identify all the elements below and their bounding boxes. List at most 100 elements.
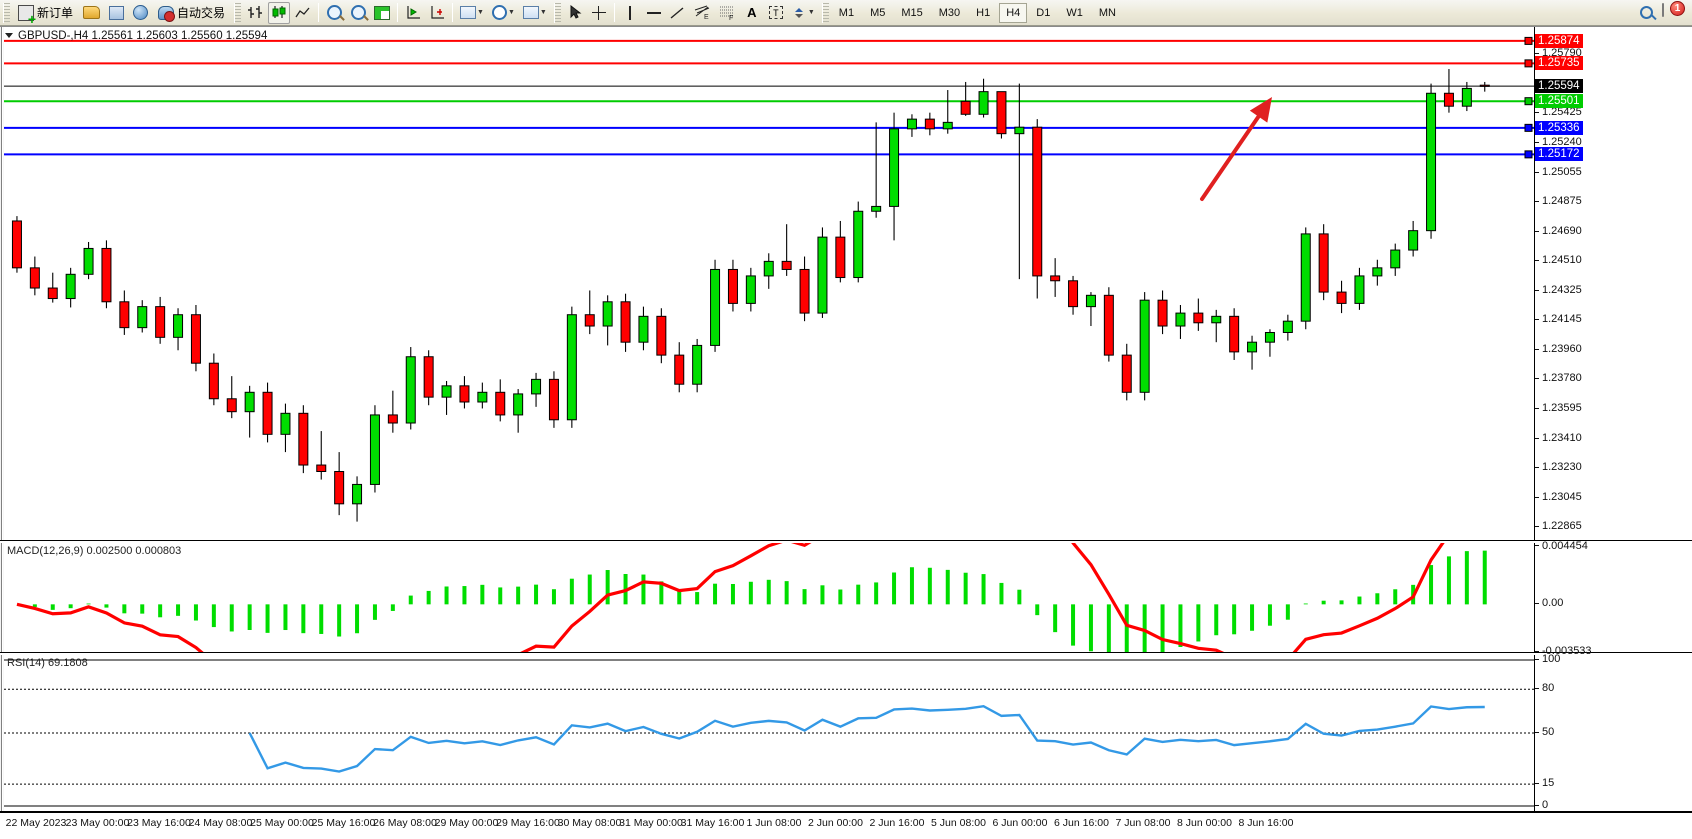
search-button[interactable]	[1635, 2, 1657, 24]
price-tick: 1.24325	[1535, 284, 1582, 296]
price-pane[interactable]: GBPUSD-,H4 1.25561 1.25603 1.25560 1.255…	[0, 27, 1692, 541]
line-chart-icon	[295, 5, 311, 20]
templates-button[interactable]: ▼	[520, 2, 550, 24]
price-tick: 1.23780	[1535, 372, 1582, 384]
shift-end-icon	[405, 5, 421, 20]
arrows-icon	[792, 6, 807, 20]
price-tag-line-blue[interactable]: 1.25336	[1535, 120, 1583, 135]
shift-start-button[interactable]	[426, 2, 448, 24]
toolbar-grip-2[interactable]	[234, 2, 242, 23]
price-tag-line-blue[interactable]: 1.25172	[1535, 147, 1583, 162]
time-axis-label: 31 May 00:00	[619, 817, 683, 829]
indicators-icon	[460, 6, 477, 19]
time-axis[interactable]: 22 May 2023 23 May 00:00 23 May 16:00 24 Ma…	[0, 812, 1692, 839]
indicators-button[interactable]: ▼	[457, 2, 487, 24]
price-plot-area[interactable]	[4, 27, 1534, 540]
timeframe-m15[interactable]: M15	[901, 6, 923, 19]
time-axis-label: 30 May 08:00	[557, 817, 622, 829]
candlestick-chart-button[interactable]	[268, 1, 291, 24]
price-tag-line-green[interactable]: 1.25501	[1535, 94, 1583, 109]
chevron-down-icon[interactable]: ▼	[477, 9, 484, 16]
trendline-button[interactable]	[667, 2, 689, 24]
fibonacci-button[interactable]: E	[691, 2, 714, 24]
market-watch-icon	[108, 5, 124, 20]
period-button[interactable]: ▼	[489, 2, 518, 24]
price-tick: 1.23410	[1535, 432, 1582, 444]
chart-menu-caret-icon[interactable]	[5, 33, 13, 38]
period-icon	[491, 5, 507, 20]
price-tag-last-price[interactable]: 1.25594	[1535, 79, 1583, 94]
price-tag-line-red[interactable]: 1.25735	[1535, 56, 1583, 71]
rsi-pane[interactable]: RSI(14) 69.1808 100 80 50 15 0	[0, 653, 1692, 812]
auto-trading-label: 自动交易	[177, 6, 226, 20]
rsi-tick: 0	[1535, 799, 1548, 811]
search-icon	[1639, 6, 1653, 19]
open-chart-button[interactable]	[80, 2, 103, 24]
navigator-button[interactable]	[129, 2, 151, 24]
macd-plot-area[interactable]	[4, 543, 1534, 652]
cursor-button[interactable]	[564, 2, 586, 24]
macd-axis: 0.004454 0.00 -0.003533	[1534, 540, 1692, 657]
time-axis-label: 8 Jun 00:00	[1177, 817, 1232, 829]
time-axis-label: 6 Jun 16:00	[1054, 817, 1109, 829]
timeframe-mn[interactable]: MN	[1098, 6, 1116, 19]
candlestick-chart-icon	[271, 5, 287, 20]
rsi-svg	[4, 659, 1534, 807]
pane-left-frame	[0, 27, 4, 540]
text-label-button[interactable]: T	[765, 2, 787, 24]
text-button[interactable]: A	[741, 2, 763, 24]
macd-tick: 0.004454	[1535, 540, 1588, 552]
timeframe-w1[interactable]: W1	[1066, 6, 1083, 19]
rsi-plot-area[interactable]	[4, 655, 1534, 811]
templates-icon	[522, 6, 539, 19]
time-axis-label: 2 Jun 00:00	[808, 817, 863, 829]
shift-end-button[interactable]	[402, 2, 424, 24]
auto-trading-icon	[158, 5, 176, 22]
price-tick: 1.24145	[1535, 313, 1582, 325]
crosshair-button[interactable]	[588, 2, 610, 24]
bar-chart-button[interactable]	[244, 2, 266, 24]
zoom-out-button[interactable]	[347, 2, 369, 24]
toolbar-grip-3[interactable]	[553, 2, 561, 23]
vertical-line-icon	[628, 5, 631, 20]
time-axis-label: 25 May 16:00	[311, 817, 376, 829]
arrows-button[interactable]: ▼	[789, 2, 818, 24]
price-tag-line-red[interactable]: 1.25874	[1535, 33, 1583, 48]
line-chart-button[interactable]	[292, 2, 314, 24]
timeframe-m1[interactable]: M1	[838, 6, 855, 19]
rsi-tick: 15	[1535, 777, 1554, 789]
bar-chart-icon	[247, 5, 263, 20]
zoom-in-icon	[326, 5, 342, 20]
rsi-axis: 100 80 50 15 0	[1534, 653, 1692, 811]
chevron-down-icon-2[interactable]: ▼	[507, 9, 515, 16]
navigator-icon	[132, 5, 148, 20]
price-axis[interactable]: 1.25790 1.25425 1.25240 1.25055 1.24875 1.246…	[1534, 27, 1692, 540]
fibonacci-grid-button[interactable]: F	[716, 2, 739, 24]
toolbar-right-group: 1	[1634, 0, 1692, 24]
price-tick: 1.24690	[1535, 225, 1582, 237]
chevron-down-icon-3[interactable]: ▼	[539, 9, 547, 16]
timeframe-m30[interactable]: M30	[938, 6, 961, 19]
alerts-button[interactable]: 1	[1659, 0, 1685, 24]
zoom-in-button[interactable]	[323, 2, 345, 24]
price-tick: 1.23230	[1535, 461, 1582, 473]
price-tick: 1.23960	[1535, 343, 1582, 355]
candlestick-svg	[4, 36, 1534, 522]
toolbar-grip-4[interactable]	[821, 2, 829, 23]
market-watch-button[interactable]	[105, 2, 127, 24]
timeframe-m5[interactable]: M5	[870, 6, 886, 19]
chart-window[interactable]: GBPUSD-,H4 1.25561 1.25603 1.25560 1.255…	[0, 26, 1692, 839]
horizontal-line-button[interactable]	[643, 2, 665, 24]
macd-pane[interactable]: MACD(12,26,9) 0.002500 0.000803 0.004454…	[0, 540, 1692, 657]
folder-icon	[83, 6, 101, 19]
timeframe-h1[interactable]: H1	[976, 6, 991, 19]
new-order-button[interactable]: 新订单	[13, 2, 78, 25]
data-window-button[interactable]	[371, 2, 393, 24]
timeframe-d1[interactable]: D1	[1036, 6, 1051, 19]
price-tick: 1.23045	[1535, 491, 1582, 503]
timeframe-h4[interactable]: H4	[999, 2, 1028, 23]
auto-trading-button[interactable]: 自动交易	[153, 2, 230, 24]
toolbar-grip[interactable]	[3, 2, 10, 23]
chevron-down-icon-4[interactable]: ▼	[807, 9, 815, 16]
vertical-line-button[interactable]	[619, 2, 641, 24]
